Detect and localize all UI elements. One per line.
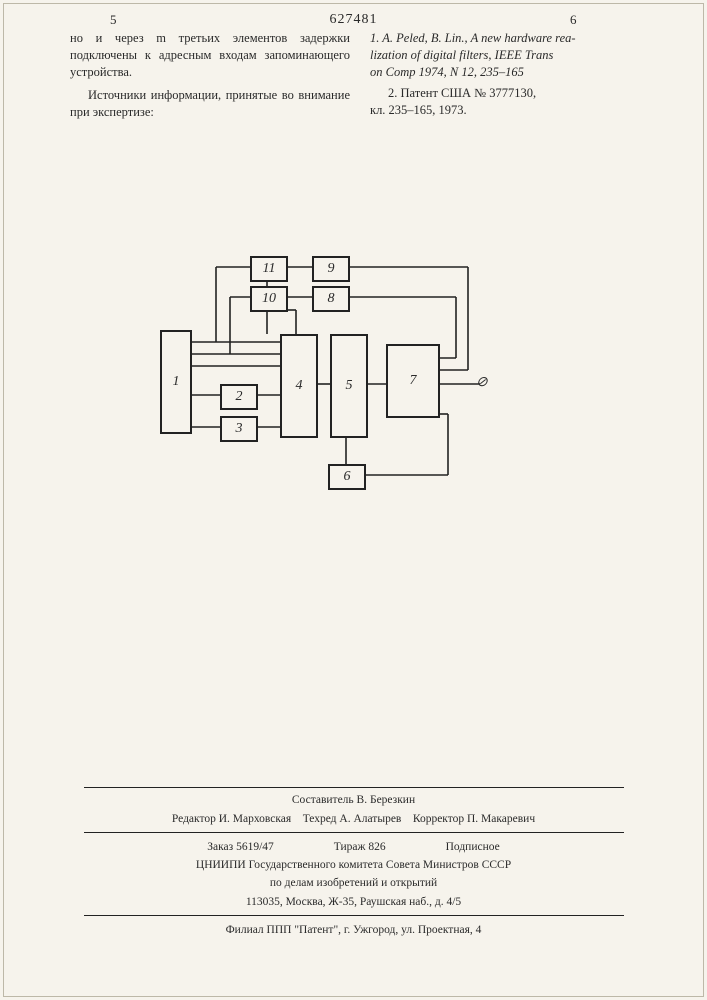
- block-11: 11: [250, 256, 288, 282]
- block-3: 3: [220, 416, 258, 442]
- org-line: по делам изобретений и открытий: [0, 875, 707, 892]
- left-text-column: но и через m третьих элементов задержки …: [70, 30, 350, 120]
- reference-line: кл. 235–165, 1973.: [370, 102, 650, 119]
- page: 5 627481 6 но и через m третьих элементо…: [0, 0, 707, 1000]
- block-6: 6: [328, 464, 366, 490]
- tech-editor: Техред А. Алатырев: [303, 813, 402, 825]
- reference-line: on Comp 1974, N 12, 235–165: [370, 64, 650, 81]
- subscription: Подписное: [446, 839, 500, 856]
- divider: [84, 832, 624, 833]
- block-4: 4: [280, 334, 318, 438]
- paragraph: Источники информации, принятые во вниман…: [70, 87, 350, 121]
- tirazh: Тираж 826: [334, 839, 386, 856]
- right-text-column: 1. A. Peled, B. Lin., A new hardware rea…: [370, 30, 650, 118]
- column-number-left: 5: [110, 12, 117, 28]
- output-terminal-icon: ⊘: [476, 374, 488, 391]
- block-7: 7: [386, 344, 440, 418]
- block-9: 9: [312, 256, 350, 282]
- credits-line: Редактор И. Марховская Техред А. Алатыре…: [0, 811, 707, 828]
- block-1: 1: [160, 330, 192, 434]
- block-8: 8: [312, 286, 350, 312]
- block-2: 2: [220, 384, 258, 410]
- paragraph: но и через m третьих элементов задержки …: [70, 30, 350, 81]
- org-line: ЦНИИПИ Государственного комитета Совета …: [0, 857, 707, 874]
- compiler-line: Составитель В. Березкин: [0, 792, 707, 809]
- patent-number: 627481: [330, 12, 378, 28]
- reference-line: lization of digital filters, IEEE Trans: [370, 47, 650, 64]
- divider: [84, 915, 624, 916]
- address-line: 113035, Москва, Ж-35, Раушская наб., д. …: [0, 894, 707, 911]
- column-number-right: 6: [570, 12, 577, 28]
- order-number: Заказ 5619/47: [207, 839, 274, 856]
- block-5: 5: [330, 334, 368, 438]
- editor: Редактор И. Марховская: [172, 813, 291, 825]
- divider: [84, 787, 624, 788]
- branch-line: Филиал ППП "Патент", г. Ужгород, ул. Про…: [0, 922, 707, 939]
- reference-line: 2. Патент США № 3777130,: [370, 85, 650, 102]
- block-10: 10: [250, 286, 288, 312]
- imprint-footer: Составитель В. Березкин Редактор И. Марх…: [0, 783, 707, 940]
- corrector: Корректор П. Макаревич: [413, 813, 535, 825]
- print-info-line: Заказ 5619/47 Тираж 826 Подписное: [0, 839, 707, 856]
- reference-line: 1. A. Peled, B. Lin., A new hardware rea…: [370, 30, 650, 47]
- block-diagram: 1 2 3 4 5 6 7 8 9 10 11 ⊘: [160, 250, 510, 510]
